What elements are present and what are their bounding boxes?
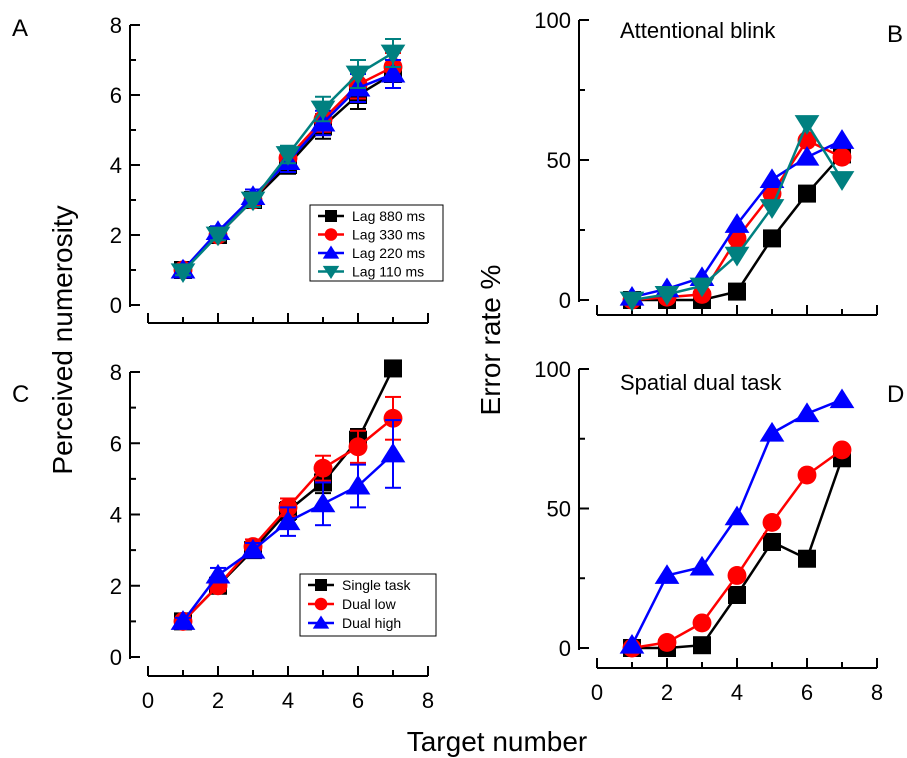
data-point (728, 586, 746, 604)
legend-marker (315, 579, 327, 591)
panel-title: Attentional blink (620, 18, 776, 43)
legend: Lag 880 ms Lag 330 ms Lag 220 ms Lag 110 ms (310, 205, 443, 281)
y-tick-label: 4 (110, 503, 122, 528)
data-point (830, 388, 855, 408)
series-lag-220-ms (620, 129, 855, 305)
panel-label-c: C (12, 381, 29, 408)
data-point (725, 213, 750, 233)
data-point (658, 633, 677, 652)
x-tick-label: 2 (212, 688, 224, 713)
legend-label: Single task (342, 577, 411, 593)
legend: Single task Dual low Dual high (300, 574, 436, 636)
data-point (795, 115, 820, 135)
y-tick-label: 8 (110, 13, 122, 38)
legend-label: Lag 880 ms (352, 208, 425, 224)
y-tick-label: 100 (534, 357, 571, 382)
x-tick-label: 6 (352, 688, 364, 713)
legend-label: Dual low (342, 596, 397, 612)
y-tick-label: 50 (547, 497, 571, 522)
y-tick-label: 0 (110, 293, 122, 318)
y-tick-label: 50 (547, 148, 571, 173)
data-point (725, 506, 750, 526)
panel-c: 0 2 4 6 8 0 2 4 6 8 Single task Dual low Dual high (110, 359, 436, 713)
data-point (763, 513, 782, 532)
y-tick-label: 2 (110, 574, 122, 599)
legend-label: Lag 110 ms (352, 264, 424, 280)
data-point (384, 359, 402, 377)
data-point (798, 466, 817, 485)
x-tick-label: 2 (661, 680, 673, 705)
data-point (349, 437, 368, 456)
series-single-task (623, 449, 851, 657)
y-tick-label: 100 (534, 8, 571, 33)
data-point (760, 199, 785, 219)
data-point (690, 556, 715, 576)
data-point (833, 148, 852, 167)
series-line (632, 124, 842, 300)
data-point (693, 613, 712, 632)
y-axis-label-numerosity: Perceived numerosity (47, 205, 78, 474)
panel-d: 0 50 100 0 2 4 6 8 Spatial dual task (534, 357, 883, 705)
y-tick-label: 6 (110, 83, 122, 108)
data-point (311, 493, 336, 513)
data-point (760, 422, 785, 442)
data-point (381, 45, 406, 65)
y-tick-label: 0 (559, 288, 571, 313)
x-tick-label: 8 (871, 680, 883, 705)
x-tick-label: 0 (591, 680, 603, 705)
x-tick-label: 4 (731, 680, 743, 705)
y-tick-label: 2 (110, 223, 122, 248)
y-tick-label: 0 (110, 645, 122, 670)
x-tick-label: 4 (282, 688, 294, 713)
y-tick-label: 8 (110, 360, 122, 385)
data-point (833, 440, 852, 459)
data-point (693, 636, 711, 654)
legend-marker (325, 210, 337, 222)
legend-label: Lag 330 ms (352, 227, 425, 243)
data-point (728, 283, 746, 301)
panel-label-b: B (887, 21, 903, 48)
data-point (798, 185, 816, 203)
legend-label: Lag 220 ms (352, 245, 425, 261)
data-point (314, 459, 333, 478)
data-point (830, 171, 855, 191)
y-tick-label: 6 (110, 431, 122, 456)
panel-a: 0 2 4 6 8 Lag 880 ms Lag 330 ms Lag 220 ms Lag 1… (110, 13, 443, 323)
x-tick-label: 0 (142, 688, 154, 713)
data-point (830, 129, 855, 149)
panel-label-d: D (887, 381, 904, 408)
data-point (763, 533, 781, 551)
data-point (798, 550, 816, 568)
x-axis-label-target-number: Target number (407, 726, 588, 757)
panel-label-a: A (12, 15, 28, 42)
x-tick-label: 6 (801, 680, 813, 705)
data-point (795, 402, 820, 422)
data-point (206, 564, 231, 584)
series-dual-low (623, 440, 852, 657)
y-axis-label-error-rate: Error rate % (475, 265, 506, 416)
legend-marker (325, 228, 338, 241)
data-point (728, 566, 747, 585)
panel-title: Spatial dual task (620, 370, 782, 395)
y-tick-label: 0 (559, 636, 571, 661)
data-point (763, 229, 781, 247)
legend-marker (315, 598, 328, 611)
x-tick-label: 8 (422, 688, 434, 713)
panel-b: 0 50 100 Attentional blink (534, 8, 877, 315)
y-tick-label: 4 (110, 153, 122, 178)
legend-label: Dual high (342, 615, 401, 631)
data-point (381, 443, 406, 463)
